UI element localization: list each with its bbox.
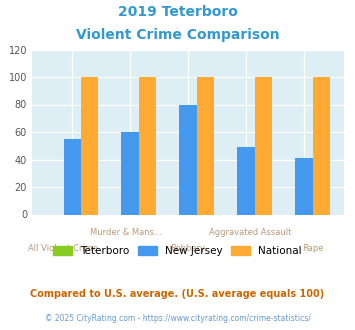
Bar xyxy=(255,77,272,214)
Text: Robbery: Robbery xyxy=(171,244,206,253)
Bar xyxy=(180,105,197,214)
Text: Violent Crime Comparison: Violent Crime Comparison xyxy=(76,28,279,42)
Bar xyxy=(197,77,214,214)
Bar xyxy=(139,77,156,214)
Text: Murder & Mans...: Murder & Mans... xyxy=(90,228,162,237)
Text: Compared to U.S. average. (U.S. average equals 100): Compared to U.S. average. (U.S. average … xyxy=(31,289,324,299)
Text: Aggravated Assault: Aggravated Assault xyxy=(209,228,292,237)
Legend: Teterboro, New Jersey, National: Teterboro, New Jersey, National xyxy=(49,242,306,260)
Bar xyxy=(237,147,255,214)
Text: All Violent Crime: All Violent Crime xyxy=(28,244,98,253)
Bar xyxy=(64,139,81,214)
Bar xyxy=(313,77,330,214)
Text: 2019 Teterboro: 2019 Teterboro xyxy=(118,5,237,19)
Bar xyxy=(121,132,139,214)
Text: Rape: Rape xyxy=(302,244,324,253)
Bar xyxy=(81,77,98,214)
Text: © 2025 CityRating.com - https://www.cityrating.com/crime-statistics/: © 2025 CityRating.com - https://www.city… xyxy=(45,314,310,323)
Bar xyxy=(295,158,313,214)
